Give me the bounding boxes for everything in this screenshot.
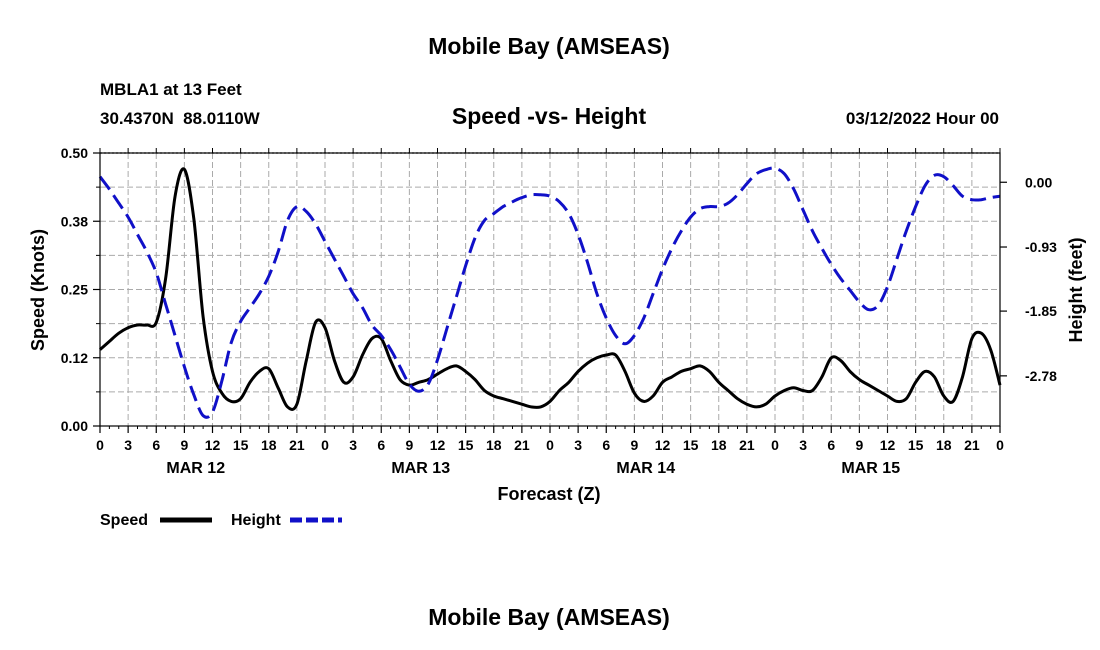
x-tick-label: 12 (655, 437, 671, 453)
station-coordinates: 30.4370N 88.0110W (100, 109, 261, 128)
x-axis-title: Forecast (Z) (497, 484, 600, 504)
y-left-tick-label: 0.50 (61, 145, 88, 161)
x-tick-label: 15 (458, 437, 474, 453)
x-tick-label: 6 (377, 437, 385, 453)
x-tick-label: 6 (152, 437, 160, 453)
x-tick-label: 3 (574, 437, 582, 453)
x-tick-label: 3 (124, 437, 132, 453)
x-tick-label: 0 (996, 437, 1004, 453)
series-layer (98, 166, 1002, 419)
x-tick-label: 18 (261, 437, 277, 453)
x-tick-label: 3 (799, 437, 807, 453)
x-tick-label: 6 (827, 437, 835, 453)
axis-ticks (93, 148, 1007, 433)
x-tick-label: 18 (936, 437, 952, 453)
footer-title: Mobile Bay (AMSEAS) (428, 604, 670, 630)
date-label: MAR 12 (166, 460, 225, 477)
date-label: MAR 15 (841, 460, 900, 477)
y-right-tick-label: 0.00 (1025, 174, 1052, 190)
station-label: MBLA1 at 13 Feet (100, 80, 242, 99)
legend: Speed Height (100, 512, 342, 529)
date-label: MAR 14 (616, 460, 675, 477)
x-tick-label: 0 (771, 437, 779, 453)
y-right-tick-label: -2.78 (1025, 368, 1057, 384)
x-tick-label: 9 (405, 437, 413, 453)
x-tick-label: 18 (711, 437, 727, 453)
y-left-tick-label: 0.00 (61, 418, 88, 434)
x-tick-label: 9 (630, 437, 638, 453)
y-axis-left-title: Speed (Knots) (28, 229, 48, 351)
legend-speed-label: Speed (100, 512, 148, 529)
x-tick-label: 3 (349, 437, 357, 453)
y-right-tick-label: -1.85 (1025, 303, 1057, 319)
x-tick-label: 21 (514, 437, 530, 453)
chart-subtitle: Speed -vs- Height (452, 103, 647, 129)
x-tick-label: 15 (233, 437, 249, 453)
x-tick-label: 0 (321, 437, 329, 453)
x-tick-label: 12 (880, 437, 896, 453)
x-tick-label: 6 (602, 437, 610, 453)
y-left-tick-label: 0.12 (61, 350, 88, 366)
x-tick-label: 0 (546, 437, 554, 453)
tick-labels: 0 3 6 9 12 15 18 21 0 3 6 9 12 15 18 21 0 3 6 9 12 15 18 21 0 3 6 9… (61, 145, 1057, 477)
y-left-tick-label: 0.38 (61, 213, 88, 229)
y-right-tick-label: -0.93 (1025, 239, 1057, 255)
x-tick-label: 12 (205, 437, 221, 453)
grid-lines (100, 153, 1000, 426)
legend-height-label: Height (231, 512, 281, 529)
y-left-tick-label: 0.25 (61, 282, 88, 298)
speed-series-line (99, 167, 1002, 411)
x-tick-label: 15 (683, 437, 699, 453)
x-tick-label: 18 (486, 437, 502, 453)
y-axis-right-title: Height (feet) (1066, 238, 1086, 343)
x-tick-label: 12 (430, 437, 446, 453)
x-tick-label: 0 (96, 437, 104, 453)
x-tick-label: 9 (180, 437, 188, 453)
x-tick-label: 21 (289, 437, 305, 453)
height-series-line (98, 166, 1001, 419)
forecast-datetime: 03/12/2022 Hour 00 (846, 109, 999, 128)
date-label: MAR 13 (391, 460, 450, 477)
x-tick-label: 9 (855, 437, 863, 453)
x-tick-label: 21 (739, 437, 755, 453)
x-tick-label: 15 (908, 437, 924, 453)
x-tick-label: 21 (964, 437, 980, 453)
main-title: Mobile Bay (AMSEAS) (428, 33, 670, 59)
